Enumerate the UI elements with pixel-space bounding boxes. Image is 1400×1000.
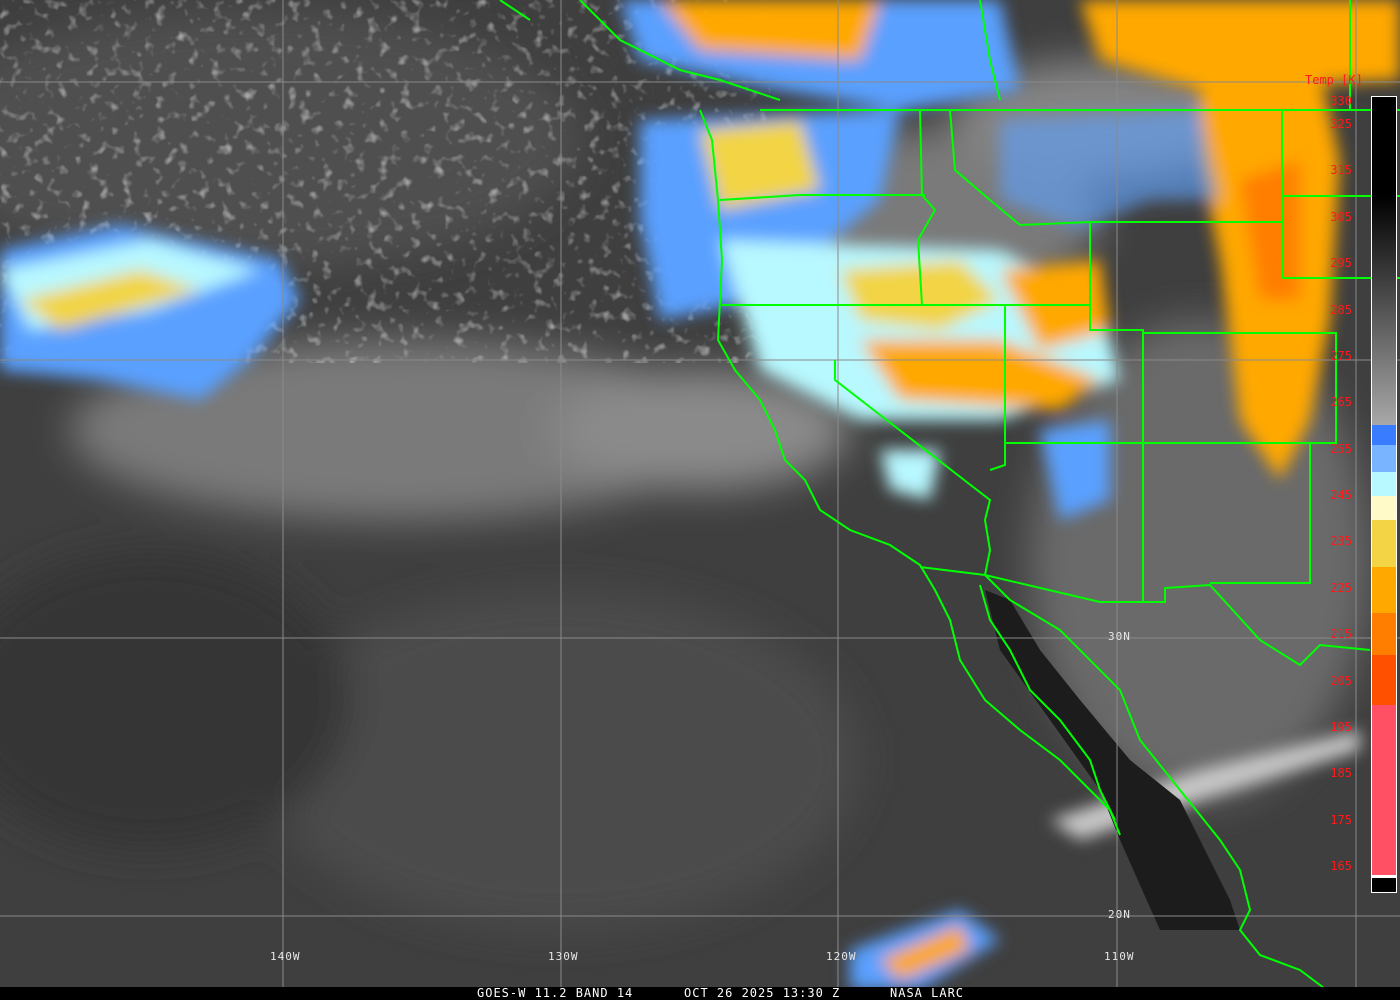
- utah: [1005, 305, 1144, 444]
- footer-bar: GOES-W 11.2 BAND 14 OCT 26 2025 13:30 Z …: [0, 987, 1400, 1000]
- colorbar-blue: [1372, 425, 1396, 445]
- footer-datetime: OCT 26 2025 13:30 Z: [684, 986, 841, 1000]
- colorbar-label: 325: [1330, 117, 1352, 131]
- lat-label-30n: 30N: [1108, 630, 1131, 643]
- gulf-of-california: [985, 590, 1240, 930]
- colorbar-label: 305: [1330, 210, 1352, 224]
- temperature-colorbar: [1371, 96, 1397, 893]
- colorbar-cyan: [1372, 472, 1396, 496]
- canada-coast: [499, 0, 1351, 110]
- colorbar-label: 295: [1330, 256, 1352, 270]
- colorbar-pink: [1372, 705, 1396, 875]
- wy-co: [1090, 221, 1400, 279]
- colorbar-label: 205: [1330, 674, 1352, 688]
- colorbar-gray-gradient: [1372, 97, 1396, 425]
- boundaries: [499, 0, 1400, 1000]
- colorbar-divider: [1372, 875, 1396, 878]
- lon-label-110w: 110W: [1104, 950, 1135, 963]
- colorbar-bottom: [1372, 878, 1396, 892]
- colorbar-cream: [1372, 496, 1396, 520]
- colorbar-label: 225: [1330, 581, 1352, 595]
- colorbar-label: 330: [1330, 94, 1352, 108]
- colorbar-orange: [1372, 567, 1396, 613]
- nv-east: [989, 305, 1006, 471]
- ca-nv-border: [834, 360, 992, 576]
- idaho-west: [916, 109, 937, 306]
- colorbar-label: 315: [1330, 163, 1352, 177]
- lon-label-130w: 130W: [548, 950, 579, 963]
- colorbar-label: 165: [1330, 859, 1352, 873]
- coastline-mexico: [984, 574, 1341, 1000]
- lat-label-20n: 20N: [1108, 908, 1131, 921]
- colorbar-red-orange: [1372, 655, 1396, 705]
- wa-or-border: [719, 194, 925, 201]
- lon-label-140w: 140W: [270, 950, 301, 963]
- co-nm: [1143, 332, 1337, 444]
- colorbar-label: 255: [1330, 442, 1352, 456]
- coastline-west: [699, 109, 1121, 836]
- coastline-baja-east: [979, 584, 1116, 821]
- colorbar-label: 265: [1330, 395, 1352, 409]
- nm-east: [1210, 443, 1311, 584]
- colorbar-label: 275: [1330, 349, 1352, 363]
- colorbar-label: 235: [1330, 534, 1352, 548]
- footer-credit: NASA LARC: [890, 986, 965, 1000]
- colorbar-label: 285: [1330, 303, 1352, 317]
- colorbar-title: Temp [K]: [1305, 73, 1363, 87]
- colorbar-label: 195: [1330, 720, 1352, 734]
- us-mexico-border: [919, 566, 1371, 667]
- colorbar-label: 245: [1330, 488, 1352, 502]
- colorbar-dark-orange: [1372, 613, 1396, 655]
- lon-label-120w: 120W: [826, 950, 857, 963]
- colorbar-label: 185: [1330, 766, 1352, 780]
- colorbar-yellow: [1372, 520, 1396, 567]
- colorbar-label: 175: [1330, 813, 1352, 827]
- colorbar-light-blue: [1372, 445, 1396, 472]
- colorbar-label: 215: [1330, 627, 1352, 641]
- footer-satellite: GOES-W 11.2 BAND 14: [477, 986, 634, 1000]
